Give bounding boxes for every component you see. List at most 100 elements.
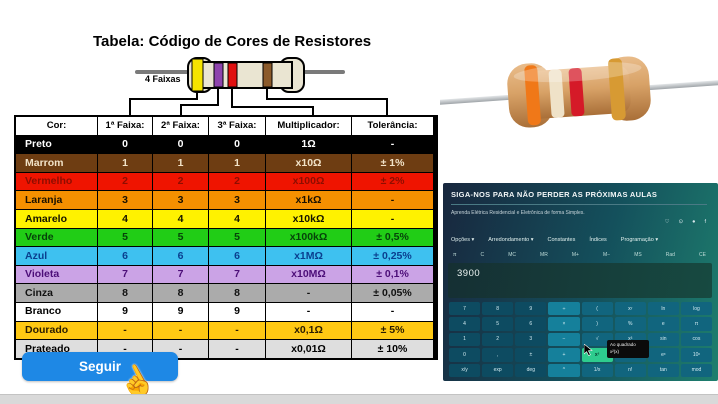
photo-sheen <box>513 62 642 83</box>
calc-key[interactable]: eˣ <box>647 348 679 362</box>
band-1-yellow-icon <box>191 58 204 92</box>
calc-key[interactable]: n! <box>614 363 646 377</box>
table-cell: 5 <box>153 228 208 247</box>
table-cell: ± 0,5% <box>352 228 433 247</box>
social-icon[interactable]: ♡ <box>664 219 670 225</box>
social-icon[interactable]: ● <box>692 219 696 225</box>
calc-key[interactable]: tan <box>647 363 679 377</box>
calc-key[interactable]: ^ <box>548 363 580 377</box>
calc-key[interactable]: exp <box>482 363 514 377</box>
photo-band-red-icon <box>568 68 585 117</box>
table-cell: 1Ω <box>266 135 351 154</box>
calc-key[interactable]: 10ˣ <box>680 348 712 362</box>
table-cell: 0 <box>209 135 265 154</box>
tooltip-line1: Ao quadrado <box>610 342 636 347</box>
menu-item[interactable]: Constantes <box>547 237 576 243</box>
calc-key[interactable]: 8 <box>482 302 514 316</box>
table-cell: - <box>266 302 351 321</box>
calc-key[interactable]: 3 <box>515 332 547 347</box>
memory-button[interactable]: CE <box>699 252 706 258</box>
panel-header: SIGA-NOS PARA NÃO PERDER AS PRÓXIMAS AUL… <box>451 190 658 199</box>
calc-key[interactable]: ln <box>647 302 679 316</box>
memory-button[interactable]: Rad <box>665 252 675 258</box>
calc-key[interactable]: √ <box>581 332 613 347</box>
table-cell: - <box>98 321 152 340</box>
table-cell: - <box>153 321 208 340</box>
table-cell: 3 <box>153 191 208 209</box>
calc-key[interactable]: 1 <box>449 332 481 347</box>
display-value: 3900 <box>457 268 481 279</box>
calc-key[interactable]: x/y <box>449 363 481 377</box>
calc-key[interactable]: 1/x <box>581 363 613 377</box>
memory-button[interactable]: π <box>453 252 457 258</box>
memory-button[interactable]: MR <box>540 252 548 258</box>
calc-key[interactable]: 4 <box>449 317 481 331</box>
table-cell: 1 <box>209 154 265 172</box>
table-cell: 9 <box>98 302 152 321</box>
calc-key[interactable]: , <box>482 348 514 362</box>
social-icon[interactable]: ⊙ <box>678 219 684 225</box>
memory-button[interactable]: C <box>480 252 485 258</box>
calc-key[interactable]: deg <box>515 363 547 377</box>
calc-key[interactable]: e <box>647 317 679 331</box>
calc-key[interactable]: ) <box>581 317 613 331</box>
color-name-cell: Vermelho <box>16 172 97 191</box>
callout-line-band3 <box>231 89 314 115</box>
table-cell: 4 <box>209 209 265 228</box>
calc-key[interactable]: × <box>548 317 580 331</box>
menu-item[interactable]: Programação ▾ <box>620 237 659 243</box>
table-cell: 8 <box>153 284 208 302</box>
page-title: Tabela: Código de Cores de Resistores <box>93 33 372 50</box>
follow-button[interactable]: Seguir <box>22 352 178 381</box>
table-cell: 6 <box>153 247 208 265</box>
calc-key[interactable]: xʸ <box>614 302 646 316</box>
calc-key[interactable]: ÷ <box>548 302 580 316</box>
calc-key[interactable]: 2 <box>482 332 514 347</box>
table-header-cell: 2ª Faixa: <box>153 117 208 135</box>
calc-key[interactable]: x² <box>581 348 613 362</box>
calc-key[interactable]: π <box>680 317 712 331</box>
menu-item[interactable]: Índices <box>589 237 607 243</box>
calc-key[interactable]: − <box>548 332 580 347</box>
color-name-cell: Laranja <box>16 191 97 209</box>
color-name-cell: Verde <box>16 228 97 247</box>
table-header-cell: Multiplicador: <box>266 117 351 135</box>
callout-line-band1 <box>129 93 198 115</box>
table-cell: 1 <box>98 154 152 172</box>
memory-button[interactable]: MC <box>508 252 516 258</box>
calculator-keypad: 789÷(xʸlnlog456×)%eπ123−√x³sincos0,±+x²∛… <box>449 302 712 377</box>
menu-item[interactable]: Arredondamento ▾ <box>488 237 534 243</box>
table-cell: ± 0,05% <box>352 284 433 302</box>
calc-key[interactable]: 6 <box>515 317 547 331</box>
photo-band-cream-icon <box>548 69 565 118</box>
menu-item[interactable]: Opções ▾ <box>451 237 475 243</box>
calc-key[interactable]: 0 <box>449 348 481 362</box>
color-name-cell: Preto <box>16 135 97 154</box>
social-icon[interactable]: f <box>704 219 706 225</box>
calc-key[interactable]: ± <box>515 348 547 362</box>
calc-key[interactable]: 5 <box>482 317 514 331</box>
table-cell: 0 <box>98 135 152 154</box>
calc-key[interactable]: 9 <box>515 302 547 316</box>
calc-key[interactable]: + <box>548 348 580 362</box>
calc-key[interactable]: ( <box>581 302 613 316</box>
calc-key[interactable]: sin <box>647 332 679 347</box>
memory-button[interactable]: M+ <box>571 252 579 258</box>
table-cell: 7 <box>209 265 265 284</box>
calc-key[interactable]: 7 <box>449 302 481 316</box>
callout-line-band4 <box>266 89 388 115</box>
calc-key[interactable]: cos <box>680 332 712 347</box>
table-cell: ± 0,1% <box>352 265 433 284</box>
panel-divider <box>451 204 707 205</box>
memory-button[interactable]: MS <box>634 252 642 258</box>
calc-key[interactable]: % <box>614 317 646 331</box>
color-name-cell: Violeta <box>16 265 97 284</box>
table-cell: x10MΩ <box>266 265 351 284</box>
table-cell: 2 <box>153 172 208 191</box>
mouse-cursor-icon <box>584 344 593 356</box>
color-name-cell: Amarelo <box>16 209 97 228</box>
memory-button[interactable]: M− <box>603 252 611 258</box>
table-cell: 9 <box>153 302 208 321</box>
calc-key[interactable]: mod <box>680 363 712 377</box>
calc-key[interactable]: log <box>680 302 712 316</box>
